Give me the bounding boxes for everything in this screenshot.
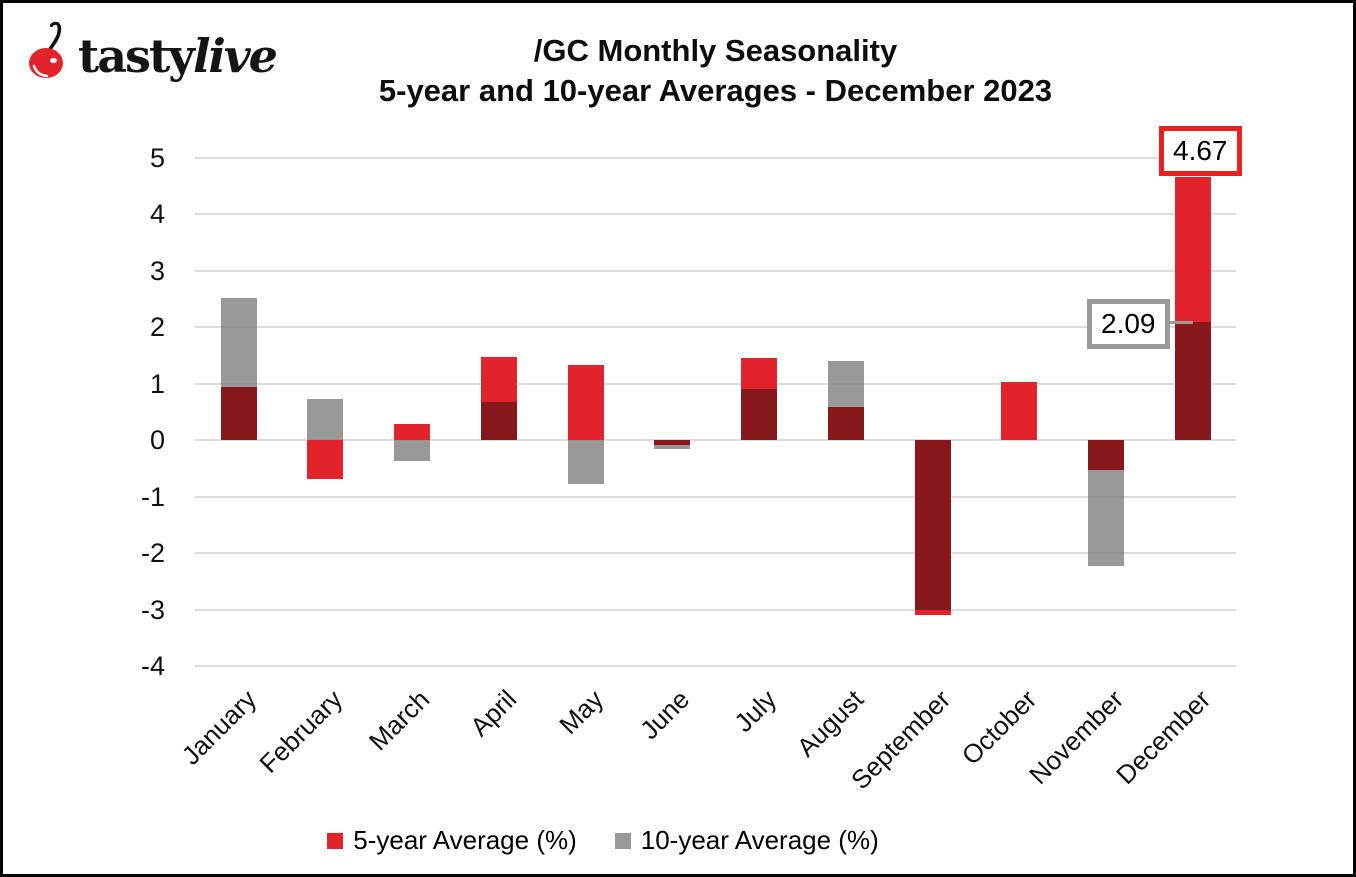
bar-june-overlap xyxy=(654,440,691,446)
chart-title-line1: /GC Monthly Seasonality xyxy=(533,33,898,68)
bar-august-10yr xyxy=(827,361,864,407)
bar-february-5yr xyxy=(307,440,344,480)
chart-title: /GC Monthly Seasonality 5-year and 10-ye… xyxy=(195,31,1236,111)
brand-word-tasty: tasty xyxy=(78,29,195,83)
gridline-y--1 xyxy=(195,495,1236,498)
data-label-december-5yr: 4.67 xyxy=(1159,126,1242,176)
bar-january-overlap xyxy=(220,386,257,441)
legend-label-10yr: 10-year Average (%) xyxy=(640,825,879,855)
bar-february-10yr xyxy=(307,399,344,441)
bar-august-overlap xyxy=(827,406,864,441)
bar-march-10yr xyxy=(394,440,430,461)
bar-november-10yr xyxy=(1088,469,1124,567)
y-tick-label--1: -1 xyxy=(140,481,165,512)
data-label-december-10yr-value: 2.09 xyxy=(1101,308,1156,339)
plot-area xyxy=(195,157,1236,667)
bar-november-overlap xyxy=(1088,440,1124,470)
legend-swatch-10yr-icon xyxy=(614,832,631,849)
bar-september-5yr xyxy=(914,610,951,616)
gridline-y-2 xyxy=(195,326,1236,329)
bar-september-overlap xyxy=(914,440,951,611)
y-tick-label--2: -2 xyxy=(140,538,165,569)
chart-legend: 5-year Average (%) 10-year Average (%) xyxy=(3,825,1203,856)
gridline-y-5 xyxy=(195,157,1236,159)
bar-april-5yr xyxy=(480,356,517,403)
legend-item-10yr: 10-year Average (%) xyxy=(614,825,879,856)
bar-march-5yr xyxy=(394,424,430,441)
bar-july-5yr xyxy=(741,357,777,390)
data-label-december-10yr: 2.09 xyxy=(1087,299,1170,349)
callout-connector-line xyxy=(1151,321,1193,324)
bar-december-5yr xyxy=(1174,176,1211,323)
y-tick-label--4: -4 xyxy=(140,651,165,681)
gridline-y--2 xyxy=(195,552,1236,555)
data-label-december-5yr-value: 4.67 xyxy=(1173,135,1228,166)
gridline-y-3 xyxy=(195,269,1236,272)
gridline-y-4 xyxy=(195,213,1236,216)
bar-july-overlap xyxy=(741,389,777,441)
legend-swatch-5yr-icon xyxy=(327,832,344,849)
chart-title-line2: 5-year and 10-year Averages - December 2… xyxy=(378,73,1053,108)
gridline-y--4 xyxy=(195,665,1236,667)
gridline-y--3 xyxy=(195,608,1236,611)
y-tick-label-1: 1 xyxy=(149,368,165,399)
bar-october-5yr xyxy=(1001,381,1038,441)
bar-january-10yr xyxy=(220,297,257,387)
bar-june-10yr xyxy=(654,445,691,450)
y-tick-label--3: -3 xyxy=(140,594,165,625)
cherry-icon xyxy=(29,21,63,78)
brand-word-live: live xyxy=(192,29,278,83)
legend-item-5yr: 5-year Average (%) xyxy=(327,825,577,856)
y-tick-label-5: 5 xyxy=(149,143,165,173)
brand-wordmark: tastylive xyxy=(78,33,278,79)
bar-december-overlap xyxy=(1174,322,1211,441)
bar-april-overlap xyxy=(480,402,517,441)
brand-logo: tastylive xyxy=(25,19,278,81)
gridline-y-0 xyxy=(195,439,1236,442)
bar-may-5yr xyxy=(567,364,604,441)
y-tick-label-0: 0 xyxy=(149,425,165,456)
y-tick-label-2: 2 xyxy=(149,312,165,343)
legend-label-5yr: 5-year Average (%) xyxy=(353,825,577,855)
gridline-y-1 xyxy=(195,382,1236,385)
y-tick-label-3: 3 xyxy=(149,255,165,286)
bar-may-10yr xyxy=(567,440,604,484)
y-tick-label-4: 4 xyxy=(149,199,165,230)
